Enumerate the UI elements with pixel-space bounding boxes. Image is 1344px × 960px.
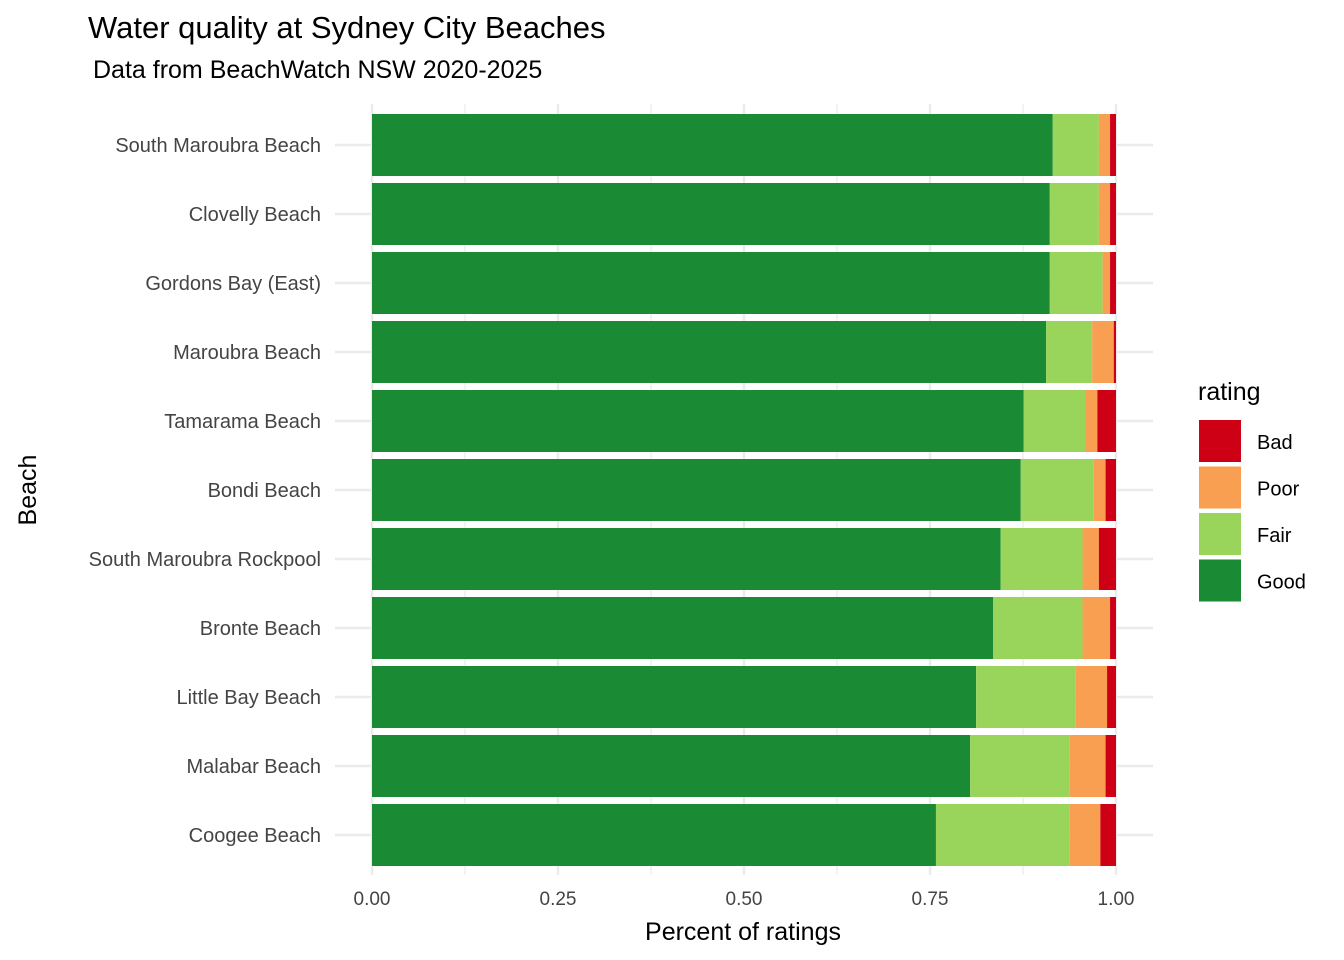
bar-segment-bad <box>1107 666 1116 728</box>
x-tick-label: 0.75 <box>912 889 949 910</box>
bar-segment-bad <box>1110 183 1116 245</box>
bar-segment-bad <box>1097 390 1116 452</box>
bar-segment-good <box>372 321 1047 383</box>
bar-segment-good <box>372 735 971 797</box>
y-tick-label: Little Bay Beach <box>176 687 321 709</box>
legend-label-bad: Bad <box>1257 432 1293 454</box>
bar-segment-poor <box>1069 804 1101 866</box>
legend-label-poor: Poor <box>1257 479 1300 501</box>
bar-segment-bad <box>1110 252 1116 314</box>
legend-swatch-poor <box>1199 466 1241 509</box>
bar-segment-good <box>372 183 1050 245</box>
y-tick-label: Coogee Beach <box>189 825 321 847</box>
legend-swatch-bad <box>1199 420 1241 462</box>
legend-swatch-fair <box>1199 513 1241 555</box>
bar-segment-bad <box>1110 597 1116 659</box>
bar-segment-fair <box>1000 528 1083 590</box>
bar-segment-fair <box>1046 321 1093 383</box>
legend-title: rating <box>1198 378 1261 406</box>
bar-segment-poor <box>1092 321 1114 383</box>
y-tick-labels: South Maroubra Beach Clovelly Beach Gordon… <box>89 135 321 847</box>
y-axis-title: Beach <box>14 455 42 526</box>
bar-segment-fair <box>1049 252 1103 314</box>
bar-segment-poor <box>1082 528 1099 590</box>
bar-segment-bad <box>1113 321 1116 383</box>
y-tick-label: South Maroubra Rockpool <box>89 549 321 571</box>
y-tick-label: Bronte Beach <box>200 618 321 640</box>
x-tick-label: 1.00 <box>1098 889 1135 910</box>
y-tick-label: Clovelly Beach <box>189 204 321 226</box>
bar-segment-fair <box>976 666 1076 728</box>
legend-label-fair: Fair <box>1257 525 1292 547</box>
bar-segment-bad <box>1098 528 1116 590</box>
bar-segment-bad <box>1100 804 1116 866</box>
bar-segment-good <box>372 528 1001 590</box>
x-tick-label: 0.50 <box>726 889 763 910</box>
legend-label-good: Good <box>1257 572 1306 594</box>
bar-segment-fair <box>1052 114 1099 176</box>
x-tick-label: 0.00 <box>354 889 391 910</box>
bar-segment-poor <box>1082 597 1111 659</box>
bar-segment-poor <box>1075 666 1108 728</box>
bar-segment-fair <box>935 804 1070 866</box>
chart-title: Water quality at Sydney City Beaches <box>88 10 606 45</box>
bar-segment-good <box>372 597 994 659</box>
bar-segment-fair <box>1049 183 1099 245</box>
bar-segment-fair <box>970 735 1070 797</box>
y-tick-label: Gordons Bay (East) <box>145 273 321 295</box>
x-tick-label: 0.25 <box>540 889 577 910</box>
y-tick-label: Bondi Beach <box>208 480 321 502</box>
bar-segment-poor <box>1069 735 1106 797</box>
legend-swatch-good <box>1199 559 1241 602</box>
chart-subtitle: Data from BeachWatch NSW 2020-2025 <box>93 56 543 84</box>
y-tick-label: Tamarama Beach <box>164 411 321 433</box>
legend: rating Bad Poor Fair Good <box>1198 378 1306 602</box>
bar-segment-good <box>372 252 1050 314</box>
bar-segment-good <box>372 459 1021 521</box>
bar-segment-bad <box>1105 735 1116 797</box>
y-tick-label: South Maroubra Beach <box>115 135 321 157</box>
y-tick-label: Maroubra Beach <box>173 342 321 364</box>
bar-segment-fair <box>1020 459 1094 521</box>
bars-layer <box>372 114 1116 866</box>
bar-segment-poor <box>1098 183 1111 245</box>
bar-segment-poor <box>1102 252 1111 314</box>
bar-segment-fair <box>993 597 1083 659</box>
bar-segment-fair <box>1023 390 1086 452</box>
bar-segment-bad <box>1105 459 1116 521</box>
x-axis-title: Percent of ratings <box>645 918 841 946</box>
y-tick-label: Malabar Beach <box>186 756 321 778</box>
bar-segment-poor <box>1085 390 1098 452</box>
bar-segment-good <box>372 390 1024 452</box>
legend-items: Bad Poor Fair Good <box>1199 420 1306 602</box>
bar-segment-good <box>372 114 1053 176</box>
bar-segment-bad <box>1110 114 1116 176</box>
bar-segment-poor <box>1093 459 1106 521</box>
bar-segment-good <box>372 804 936 866</box>
bar-segment-good <box>372 666 977 728</box>
bar-segment-poor <box>1098 114 1111 176</box>
x-tick-labels: 0.00 0.25 0.50 0.75 1.00 <box>354 889 1135 910</box>
